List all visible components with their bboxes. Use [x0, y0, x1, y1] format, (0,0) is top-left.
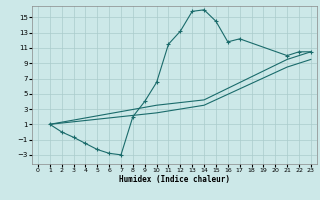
X-axis label: Humidex (Indice chaleur): Humidex (Indice chaleur): [119, 175, 230, 184]
